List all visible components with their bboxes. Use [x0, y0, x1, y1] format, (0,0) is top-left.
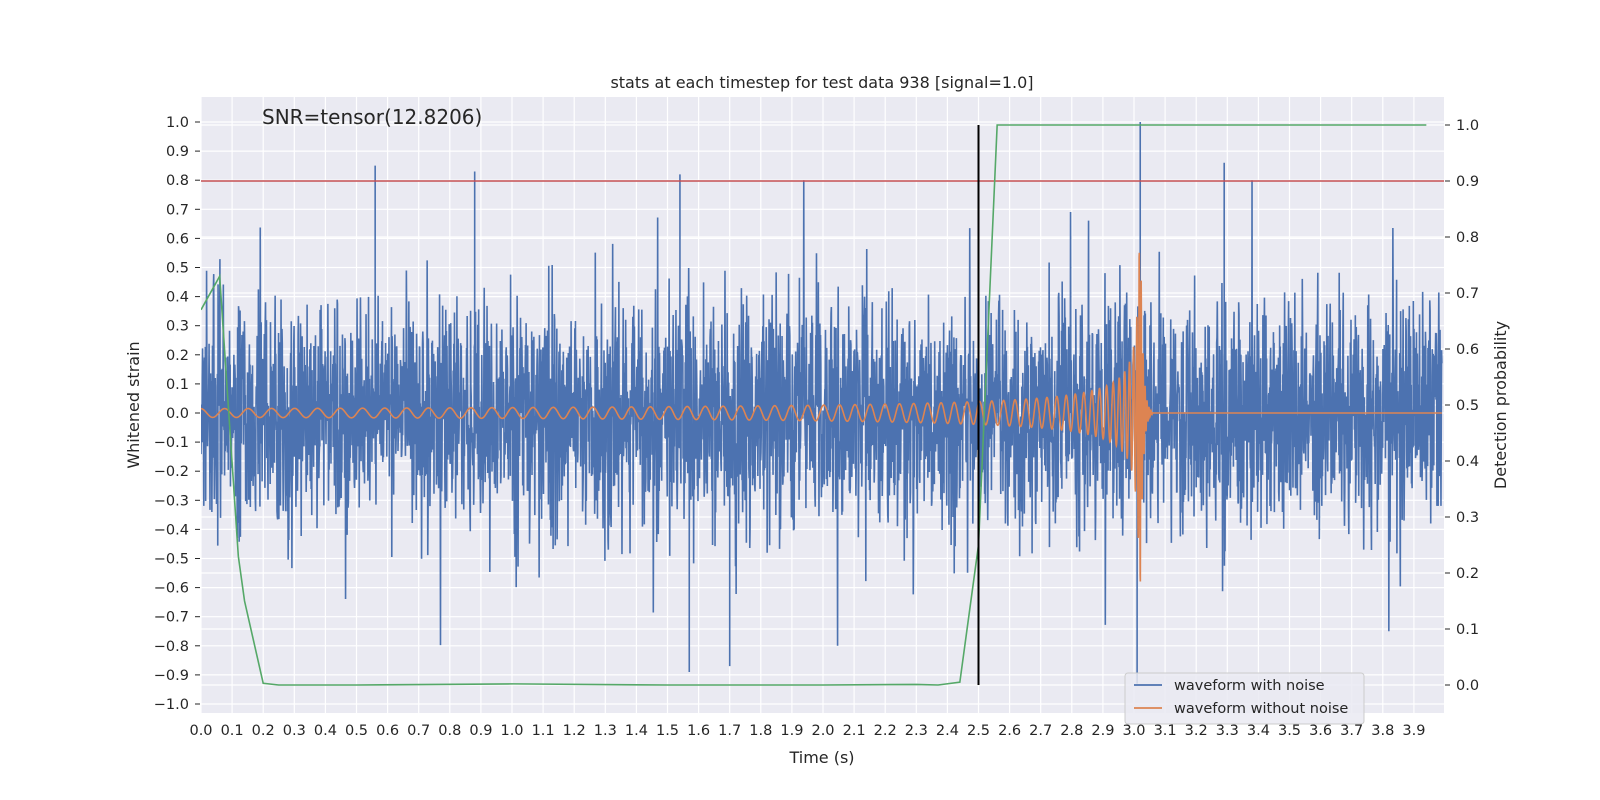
x-tick-label: 2.8: [1060, 723, 1083, 739]
y-tick-label: 1.0: [166, 115, 189, 131]
x-tick-label: 1.5: [656, 723, 679, 739]
x-tick-label: 3.4: [1247, 723, 1270, 739]
x-tick-label: 2.4: [936, 723, 959, 739]
x-tick-label: 3.1: [1154, 723, 1177, 739]
x-tick-labels: 0.0 0.1 0.2 0.3 0.4 0.5 0.6 0.7 0.8 0.9 1.0 1.1 1.2 1…: [189, 723, 1425, 739]
x-tick-label: 0.9: [469, 723, 492, 739]
x-tick-label: 3.9: [1402, 723, 1425, 739]
x-tick-label: 1.9: [780, 723, 803, 739]
x-tick-label: 2.9: [1091, 723, 1114, 739]
y-tick-label: −0.3: [154, 493, 189, 509]
x-tick-label: 0.5: [345, 723, 368, 739]
x-tick-label: 3.2: [1185, 723, 1208, 739]
x-axis-label: Time (s): [788, 748, 854, 767]
y-tick-label: 0.9: [166, 144, 189, 160]
x-tick-label: 1.2: [563, 723, 586, 739]
y2-tick-label: 0.0: [1456, 678, 1479, 694]
y-tick-label: −0.4: [154, 522, 189, 538]
y2-axis-label: Detection probability: [1491, 321, 1510, 489]
x-tick-label: 0.6: [376, 723, 399, 739]
y-tick-label: 0.4: [166, 290, 189, 306]
x-tick-label: 2.0: [811, 723, 834, 739]
y2-tick-label: 0.2: [1456, 566, 1479, 582]
y-tick-labels: 1.0 0.9 0.8 0.7 0.6 0.5 0.4 0.3 0.2 0.1 0.0 −0.1 −0.…: [154, 115, 189, 713]
x-tick-label: 1.3: [594, 723, 617, 739]
x-tick-label: 2.7: [1029, 723, 1052, 739]
chart-title: stats at each timestep for test data 938…: [610, 73, 1033, 92]
x-tick-label: 0.3: [283, 723, 306, 739]
y-tick-label: −0.9: [154, 668, 189, 684]
series-line-waveform-with-noise: [201, 122, 1443, 684]
y-tick-label: 0.2: [166, 348, 189, 364]
y-tick-label: −1.0: [154, 697, 189, 713]
legend-box: [1124, 672, 1365, 725]
y-tick-label: −0.2: [154, 464, 189, 480]
x-tick-label: 3.3: [1216, 723, 1239, 739]
x-tick-label: 2.6: [998, 723, 1021, 739]
x-tick-label: 1.0: [500, 723, 523, 739]
snr-annotation: SNR=tensor(12.8206): [262, 105, 482, 129]
y-tick-label: −0.6: [154, 581, 189, 597]
y-tick-label: −0.5: [154, 552, 189, 568]
x-tick-label: 0.1: [221, 723, 244, 739]
y2-tick-label: 0.1: [1456, 622, 1479, 638]
y-tick-label: −0.8: [154, 639, 189, 655]
x-tick-label: 1.6: [687, 723, 710, 739]
y-tick-label: 0.5: [166, 261, 189, 277]
y2-tick-label: 0.3: [1456, 510, 1479, 526]
y2-tick-label: 0.7: [1456, 286, 1479, 302]
y2-tick-label: 0.5: [1456, 398, 1479, 414]
x-tick-label: 0.4: [314, 723, 337, 739]
x-tick-label: 3.5: [1278, 723, 1301, 739]
y2-tick-label: 0.6: [1456, 342, 1479, 358]
x-tick-label: 0.8: [438, 723, 461, 739]
y-tick-label: 0.3: [166, 319, 189, 335]
x-tick-label: 0.2: [252, 723, 275, 739]
y-tick-label: −0.1: [154, 435, 189, 451]
y-tick-label: 0.8: [166, 173, 189, 189]
series-line-detection-probability: [201, 124, 1427, 686]
x-tick-label: 1.7: [718, 723, 741, 739]
x-tick-label: 0.0: [189, 723, 212, 739]
legend: waveform with noise waveform without noi…: [1124, 672, 1365, 725]
y2-tick-label: 0.8: [1456, 230, 1479, 246]
y-axis-label: Whitened strain: [124, 341, 143, 468]
y-tick-label: 0.6: [166, 231, 189, 247]
y-tick-label: 0.0: [166, 406, 189, 422]
y2-tick-label: 0.4: [1456, 454, 1479, 470]
y2-tick-label: 0.9: [1456, 174, 1479, 190]
x-tick-label: 3.0: [1122, 723, 1145, 739]
x-tick-label: 3.6: [1309, 723, 1332, 739]
legend-label-waveform-without-noise: waveform without noise: [1174, 701, 1348, 717]
y-tick-label: −0.7: [154, 610, 189, 626]
y-tick-label: 0.1: [166, 377, 189, 393]
x-tick-label: 1.8: [749, 723, 772, 739]
x-tick-label: 1.4: [625, 723, 648, 739]
x-tick-label: 3.8: [1371, 723, 1394, 739]
x-tick-label: 0.7: [407, 723, 430, 739]
x-tick-label: 1.1: [532, 723, 555, 739]
series-line-waveform-without-noise: [201, 252, 1442, 582]
y2-tick-labels: 1.0 0.9 0.8 0.7 0.6 0.5 0.4 0.3 0.2 0.1 0.0: [1456, 118, 1479, 694]
x-tick-label: 2.1: [843, 723, 866, 739]
x-tick-label: 3.7: [1340, 723, 1363, 739]
legend-label-waveform-with-noise: waveform with noise: [1174, 678, 1325, 694]
x-tick-label: 2.3: [905, 723, 928, 739]
y2-tick-label: 1.0: [1456, 118, 1479, 134]
x-tick-label: 2.5: [967, 723, 990, 739]
x-tick-label: 2.2: [874, 723, 897, 739]
y-tick-label: 0.7: [166, 202, 189, 218]
